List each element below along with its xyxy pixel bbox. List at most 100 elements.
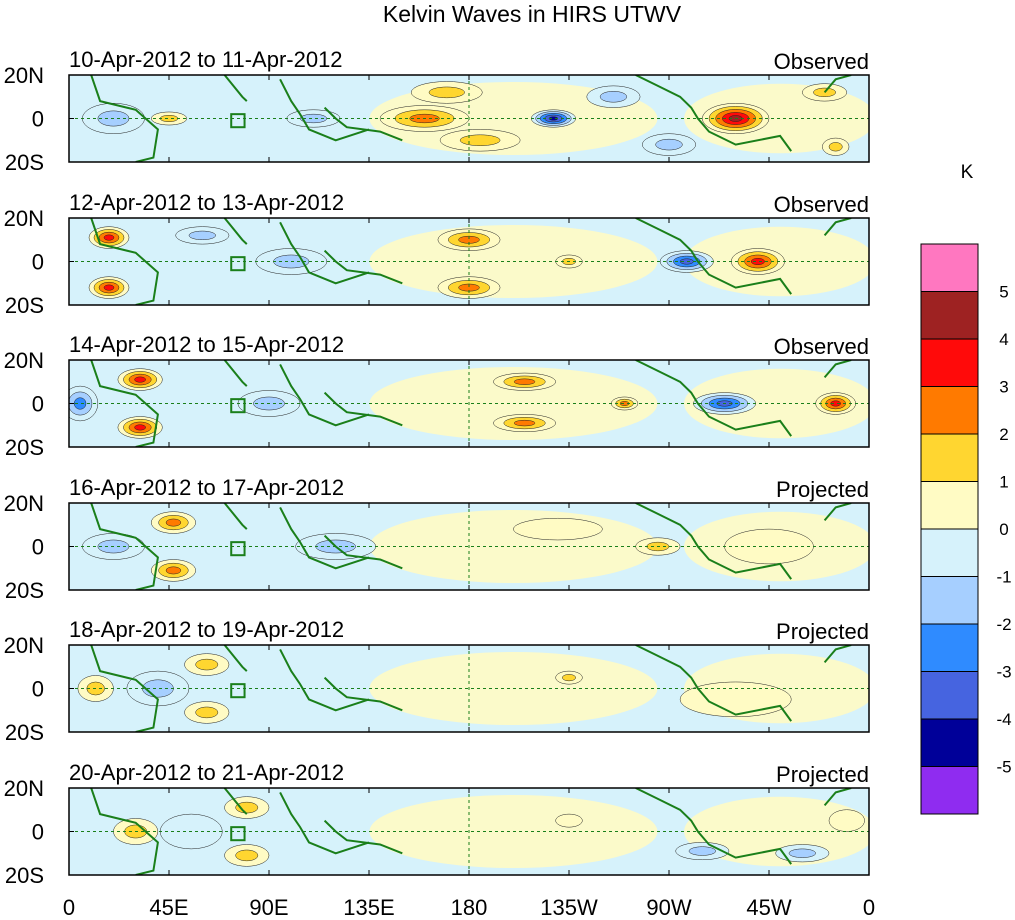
x-tick-label: 45E <box>149 895 188 920</box>
anomaly-contour <box>813 87 836 98</box>
anomaly-contour <box>688 846 716 856</box>
reference-box <box>230 683 246 699</box>
anomaly-field <box>82 509 869 584</box>
anomaly-field <box>77 651 869 726</box>
coastline <box>635 788 793 865</box>
anomaly-contour <box>750 257 765 266</box>
colorbar-segment <box>920 433 979 482</box>
coastline <box>279 363 370 427</box>
panel-dates: 18-Apr-2012 to 19-Apr-2012 <box>69 617 344 642</box>
panel-status: Observed <box>774 192 869 217</box>
coastline <box>823 75 852 94</box>
colorbar-segment <box>920 671 979 720</box>
coastline <box>223 503 248 530</box>
coastline <box>323 391 403 427</box>
colorbar-label: 3 <box>999 378 1008 397</box>
x-tick-label: 0 <box>863 895 875 920</box>
coastline <box>635 75 793 152</box>
colorbar-units: K <box>961 162 974 183</box>
anomaly-contour <box>655 138 683 151</box>
panel-dates: 12-Apr-2012 to 13-Apr-2012 <box>69 190 344 215</box>
y-tick-label: 0 <box>32 107 44 132</box>
y-tick-label: 20S <box>5 578 44 603</box>
coastline <box>323 534 403 570</box>
x-axis: 0 45E 90E 135E 180 135W 90W 45W 0 <box>63 895 875 920</box>
reference-box <box>230 113 246 129</box>
anomaly-contour <box>299 113 328 124</box>
y-tick-label: 20N <box>4 63 44 88</box>
y-tick-label: 20S <box>5 293 44 318</box>
anomaly-contour <box>513 378 536 385</box>
coastline <box>90 503 159 590</box>
x-tick-label: 45W <box>746 895 791 920</box>
coastline <box>635 360 793 437</box>
coastline <box>323 676 403 712</box>
coastlines <box>90 75 852 162</box>
coastlines <box>90 360 852 447</box>
y-tick-label: 0 <box>32 250 44 275</box>
anomaly-contour <box>159 114 179 123</box>
y-tick-label: 0 <box>32 535 44 560</box>
anomaly-contour <box>134 424 146 431</box>
panel-stack: 20N 0 20S 10-Apr-2012 to 11-Apr-2012 Observe… <box>4 47 870 888</box>
colorbar-label: -5 <box>996 758 1011 777</box>
x-tick-label: 135E <box>343 895 394 920</box>
colorbar-label: 2 <box>999 425 1008 444</box>
y-tick-label: 0 <box>32 677 44 702</box>
anomaly-contour <box>830 400 841 407</box>
colorbar-label: -3 <box>996 663 1011 682</box>
colorbar-label: 5 <box>999 283 1008 302</box>
colorbar-segment <box>920 481 979 530</box>
anomaly-contour <box>459 134 501 146</box>
coastline <box>823 645 852 664</box>
y-tick-label: 20S <box>5 720 44 745</box>
colorbar-label: -1 <box>996 568 1011 587</box>
colorbar-segment <box>920 243 979 292</box>
coastline <box>223 218 248 245</box>
colorbar-segment <box>920 528 979 577</box>
panel-1: 20N 0 20S 10-Apr-2012 to 11-Apr-2012 Observe… <box>4 47 870 175</box>
panel-4: 20N 0 20S 16-Apr-2012 to 17-Apr-2012 Project… <box>4 475 870 603</box>
y-tick-label: 20S <box>5 435 44 460</box>
coastlines <box>90 788 852 875</box>
anomaly-contour <box>195 706 219 719</box>
coastline <box>90 788 159 875</box>
colorbar-segment <box>920 386 979 435</box>
coastline <box>279 221 370 285</box>
anomaly-contour <box>828 809 865 832</box>
colorbar-segment <box>920 623 979 672</box>
coastline <box>635 218 793 295</box>
coastlines <box>90 218 852 305</box>
anomaly-contour <box>195 658 219 671</box>
coastline <box>323 249 403 285</box>
coastline <box>279 78 370 142</box>
panel-dates: 20-Apr-2012 to 21-Apr-2012 <box>69 760 344 785</box>
reference-box <box>230 541 246 557</box>
anomaly-contour <box>134 376 146 383</box>
panel-2: 20N 0 20S 12-Apr-2012 to 13-Apr-2012 Observe… <box>4 190 870 318</box>
coastline <box>90 360 159 447</box>
coastline <box>279 648 370 712</box>
x-tick-label: 90E <box>249 895 288 920</box>
colorbar-label: -4 <box>996 710 1011 729</box>
anomaly-contour <box>103 284 115 291</box>
anomaly-contour <box>103 234 115 241</box>
coastline <box>823 503 852 522</box>
x-tick-label: 135W <box>540 895 598 920</box>
panel-status: Observed <box>774 49 869 74</box>
colorbar-label: 1 <box>999 473 1008 492</box>
anomaly-contour <box>513 517 603 541</box>
y-tick-label: 0 <box>32 820 44 845</box>
coastlines <box>90 503 852 590</box>
coastline <box>90 218 159 305</box>
colorbar-label: -2 <box>996 615 1011 634</box>
colorbar-segment <box>920 718 979 767</box>
panel-status: Projected <box>776 762 869 787</box>
y-tick-label: 20S <box>5 863 44 888</box>
anomaly-contour <box>562 674 576 682</box>
anomaly-contour <box>599 91 628 103</box>
y-tick-label: 0 <box>32 392 44 417</box>
x-tick-label: 180 <box>451 895 488 920</box>
y-tick-label: 20N <box>4 348 44 373</box>
